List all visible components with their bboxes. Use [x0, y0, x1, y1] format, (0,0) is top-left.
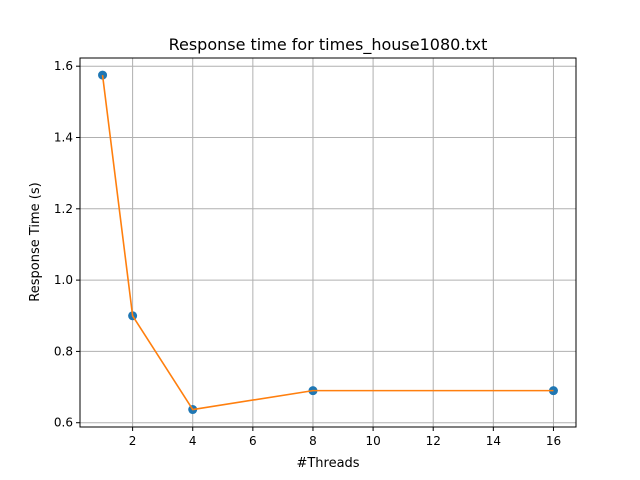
x-tick-label: 4	[189, 434, 197, 448]
axis-ticks: 2 4 6 8 10 12 14 16 0.6 0.8 1.0 1.2 1.4 1.6	[54, 59, 561, 448]
data-point	[548, 386, 558, 396]
y-tick-label: 0.8	[54, 344, 73, 358]
x-tick-label: 2	[129, 434, 137, 448]
x-tick-label: 6	[249, 434, 257, 448]
plot-frame	[79, 57, 577, 428]
y-tick-label: 0.6	[54, 416, 73, 430]
y-tick-label: 1.4	[54, 131, 73, 145]
x-tick-label: 14	[486, 434, 501, 448]
x-tick-label: 16	[546, 434, 561, 448]
grid	[80, 58, 576, 427]
y-tick-label: 1.0	[54, 273, 73, 287]
y-axis-label: Response Time (s)	[28, 182, 43, 301]
x-tick-label: 10	[365, 434, 380, 448]
x-tick-label: 12	[426, 434, 441, 448]
series-layer	[98, 70, 558, 415]
x-tick-label: 8	[309, 434, 317, 448]
x-axis-label: #Threads	[296, 456, 359, 471]
chart-title: Response time for times_house1080.txt	[169, 35, 488, 55]
y-tick-label: 1.2	[54, 202, 73, 216]
series-line	[101, 75, 554, 411]
y-tick-label: 1.6	[54, 59, 73, 73]
